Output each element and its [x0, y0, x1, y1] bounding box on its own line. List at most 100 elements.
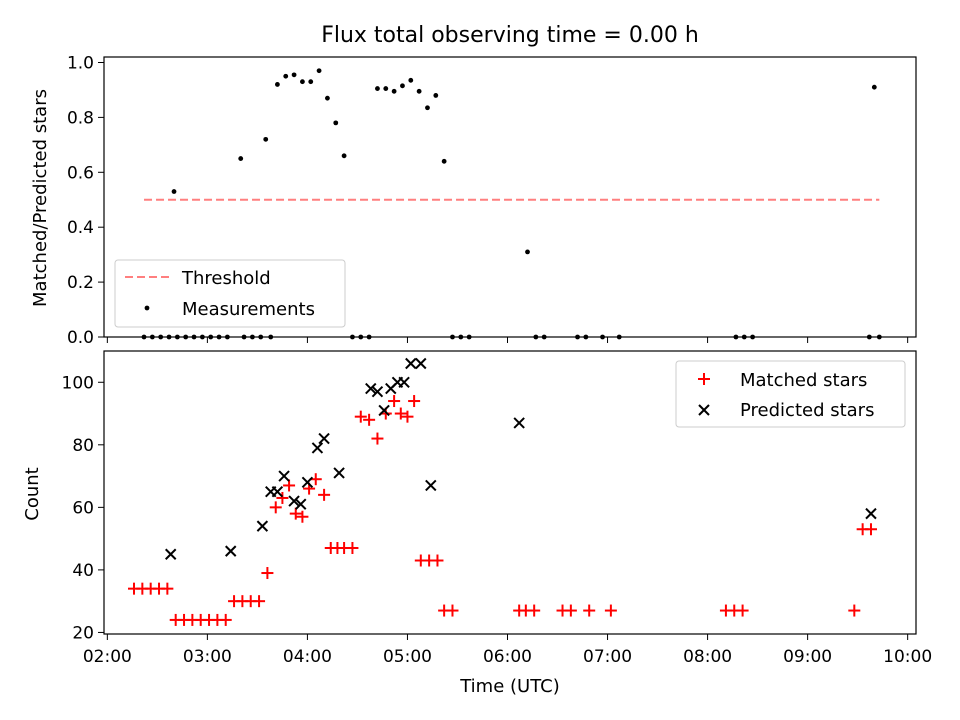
matched-star-point: [864, 523, 877, 536]
matched-star-point: [401, 410, 414, 423]
matched-star-point: [296, 510, 309, 523]
measurements-legend-swatch: [144, 305, 150, 311]
figure-title: Flux total observing time = 0.00 h: [321, 23, 699, 48]
measurement-point: [375, 86, 380, 91]
measurement-point: [263, 136, 269, 142]
matched-star-point: [363, 413, 376, 426]
top-axis-ticks: 0.0 0.2 0.4 0.6 0.8 1.0: [67, 53, 909, 348]
predicted-star-point: [301, 476, 314, 489]
predicted-star-point: [405, 357, 417, 370]
predicted-star-point: [425, 479, 437, 492]
matched-star-point: [371, 432, 384, 445]
bottom-y-tick-label: 20: [72, 623, 94, 643]
bottom-x-tick-label: 04:00: [283, 647, 332, 667]
measurement-point: [308, 79, 314, 85]
bottom-x-axis-label: Time (UTC): [459, 676, 560, 697]
top-y-tick-label: 1.0: [67, 53, 94, 73]
bottom-axis-ticks: 20 40 60 80 100 02:00 03:00 04:00 05:00 06:00 07:0…: [62, 373, 933, 667]
matched-star-point: [736, 604, 749, 617]
bottom-x-tick-label: 06:00: [483, 647, 532, 667]
predicted-star-point: [513, 417, 525, 429]
top-legend: Threshold Measurements: [114, 259, 346, 328]
measurement-point: [391, 88, 397, 94]
measurement-point: [171, 189, 177, 194]
matched-star-point: [283, 479, 296, 492]
predicted-legend-swatch: [698, 404, 710, 416]
bottom-y-tick-label: 40: [72, 561, 94, 581]
bottom-y-tick-label: 100: [62, 373, 94, 393]
matched-star-point: [564, 604, 577, 617]
bottom-data-marks: [128, 357, 877, 626]
predicted-star-point: [225, 545, 237, 557]
matched-star-point: [408, 395, 421, 408]
measurement-point: [525, 249, 530, 255]
measurement-point: [238, 156, 244, 161]
predicted-star-point: [318, 432, 330, 445]
bottom-x-tick-label: 08:00: [683, 647, 732, 667]
predicted-star-point: [865, 507, 877, 520]
matched-star-point: [604, 604, 617, 617]
matched-star-point: [276, 491, 289, 504]
matched-star-point: [318, 488, 331, 501]
bottom-legend-box: [675, 360, 906, 428]
matched-star-point: [354, 410, 367, 423]
matched-star-point: [394, 407, 407, 420]
measurement-point: [416, 88, 422, 94]
measurement-point: [341, 153, 347, 159]
predicted-star-point: [415, 357, 427, 370]
measurement-point: [383, 86, 389, 91]
measurement-point: [871, 84, 877, 90]
predicted-star-point: [371, 385, 384, 398]
measurement-point: [333, 120, 339, 126]
predicted-star-point: [164, 548, 177, 560]
matched-star-point: [261, 567, 274, 580]
predicted-star-point: [398, 376, 410, 388]
predicted-star-point: [365, 382, 377, 395]
measurement-point: [408, 77, 414, 83]
matched-star-point: [161, 582, 174, 595]
matched-star-point: [289, 507, 302, 520]
matched-star-point: [253, 595, 266, 608]
bottom-legend: Matched stars Predicted stars: [675, 360, 906, 428]
matched-star-point: [219, 613, 232, 626]
threshold-legend-label: Threshold: [181, 268, 271, 289]
measurement-point: [325, 95, 330, 101]
measurement-point: [425, 105, 430, 111]
measurement-point: [433, 93, 439, 98]
bottom-plot-frame: [103, 350, 917, 635]
bottom-x-tick-label: 10:00: [883, 647, 932, 667]
predicted-star-point: [278, 470, 290, 482]
predicted-star-point: [311, 442, 324, 454]
top-y-tick-label: 0.2: [67, 273, 94, 293]
matched-star-point: [848, 604, 861, 617]
top-ratio-panel: Matched/Predicted stars 0.0 0.2 0.4 0.6 0.8 1…: [30, 53, 917, 348]
bottom-y-tick-label: 60: [72, 498, 94, 518]
top-y-tick-label: 0.6: [67, 163, 94, 183]
measurement-point: [300, 79, 305, 85]
top-legend-box: [114, 259, 346, 328]
measurements-legend-label: Measurements: [182, 299, 315, 320]
predicted-legend-label: Predicted stars: [740, 400, 874, 421]
measurement-point: [283, 73, 289, 79]
top-y-axis-label: Matched/Predicted stars: [30, 89, 51, 307]
bottom-count-panel: Count Time (UTC) 20 40 60 80 100 02:00 03:00 04…: [22, 350, 933, 697]
top-plot-frame: [103, 56, 917, 338]
predicted-star-point: [378, 404, 390, 417]
matched-star-point: [446, 604, 459, 617]
measurement-point: [291, 72, 297, 78]
top-y-tick-label: 0.4: [67, 218, 94, 238]
predicted-star-point: [256, 520, 269, 532]
bottom-x-tick-label: 02:00: [83, 647, 132, 667]
measurement-point: [316, 68, 322, 74]
predicted-star-point: [271, 486, 284, 498]
bottom-x-tick-label: 07:00: [583, 647, 632, 667]
matched-star-point: [269, 501, 282, 514]
matched-legend-label: Matched stars: [740, 370, 867, 391]
top-y-tick-label: 0.0: [67, 328, 94, 348]
top-y-tick-label: 0.8: [67, 108, 94, 128]
bottom-y-tick-label: 80: [72, 436, 94, 456]
predicted-star-point: [288, 495, 300, 507]
measurement-point: [275, 82, 280, 87]
matched-star-point: [431, 554, 444, 567]
